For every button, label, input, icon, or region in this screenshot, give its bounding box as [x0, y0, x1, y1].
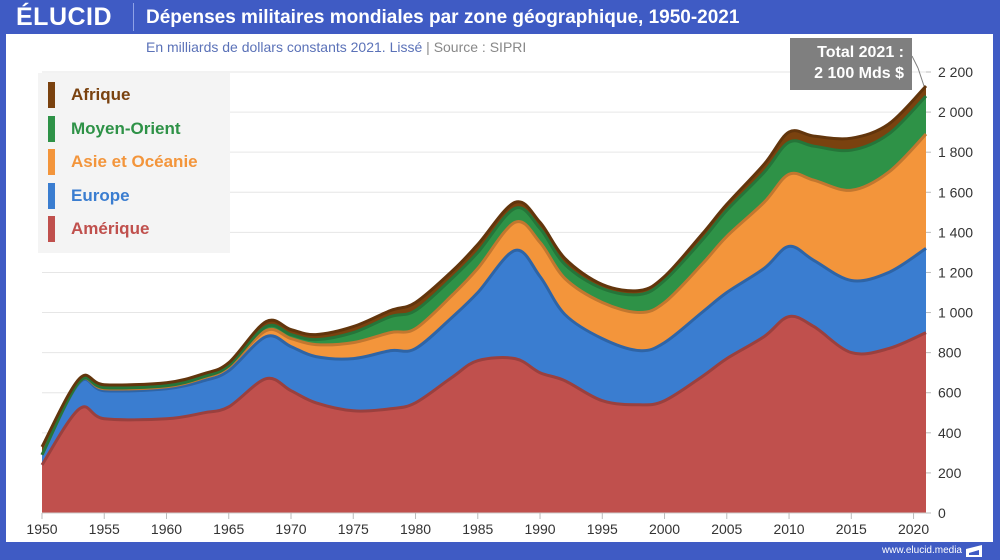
y-tick-label: 400: [938, 425, 962, 441]
x-tick-label: 2020: [898, 521, 929, 537]
y-tick-label: 200: [938, 465, 962, 481]
legend-label: Asie et Océanie: [71, 152, 198, 171]
x-tick-label: 1950: [26, 521, 57, 537]
y-tick-label: 0: [938, 505, 946, 521]
x-tick-label: 1955: [89, 521, 120, 537]
y-tick-label: 1 000: [938, 305, 973, 321]
series-line-afrique: [40, 84, 928, 448]
legend-label: Europe: [71, 185, 130, 205]
legend-swatch: [48, 149, 55, 175]
x-tick-label: 1960: [151, 521, 182, 537]
legend: Afrique Moyen-Orient Asie et Océanie Europe…: [38, 73, 230, 253]
y-tick-label: 1 800: [938, 144, 973, 160]
y-tick-label: 2 200: [938, 64, 973, 80]
legend-label: Amérique: [71, 219, 150, 238]
x-tick-label: 1990: [524, 521, 555, 537]
x-tick-label: 2000: [649, 521, 680, 537]
series-line-europe: [40, 244, 927, 456]
total-callout: Total 2021 : 2 100 Mds $: [790, 38, 912, 90]
x-tick-label: 1980: [400, 521, 431, 537]
y-tick-label: 1 200: [938, 264, 973, 280]
y-axis: 0 200 400 600 800 1 000 1 200 1 400 1 600 1 800 2 …: [926, 64, 973, 521]
series-line-moyen-orient: [40, 95, 928, 456]
brand-logo: ÉLUCID: [16, 3, 113, 31]
y-tick-label: 2 000: [938, 104, 973, 120]
x-tick-label: 2005: [711, 521, 742, 537]
series-line-am-rique: [40, 314, 927, 466]
callout-line1: Total 2021 :: [817, 44, 904, 61]
chart-title: Dépenses militaires mondiales par zone g…: [146, 7, 740, 28]
chart-subtitle: En milliards de dollars constants 2021. …: [146, 39, 526, 55]
x-tick-label: 2010: [773, 521, 804, 537]
source-separator: |: [426, 39, 430, 55]
footer-url[interactable]: www.elucid.media: [881, 545, 962, 556]
y-tick-label: 1 400: [938, 224, 973, 240]
x-tick-label: 1985: [462, 521, 493, 537]
callout-leader-line: [911, 55, 919, 69]
area-europe: [42, 246, 926, 465]
legend-label: Afrique: [71, 85, 131, 104]
area-series: [40, 84, 928, 513]
legend-label: Moyen-Orient: [71, 118, 181, 138]
callout-leader-line: [917, 67, 925, 87]
x-tick-label: 1995: [587, 521, 618, 537]
header-bar: ÉLUCID Dépenses militaires mondiales par…: [0, 0, 1000, 34]
legend-swatch: [48, 182, 55, 209]
x-tick-label: 2015: [836, 521, 867, 537]
x-tick-label: 1970: [275, 521, 306, 537]
callout-line2: 2 100 Mds $: [814, 65, 904, 82]
y-tick-label: 600: [938, 385, 962, 401]
legend-swatch: [48, 82, 55, 108]
subtitle-text: En milliards de dollars constants 2021. …: [146, 39, 423, 55]
source-text: Source : SIPRI: [433, 39, 527, 55]
legend-swatch: [48, 216, 55, 242]
x-axis: 1950 1955 1960 1965 1970 1975 1980 1985 1990 1995…: [26, 512, 929, 537]
legend-swatch: [48, 115, 55, 142]
x-tick-label: 1975: [338, 521, 369, 537]
y-tick-label: 1 600: [938, 184, 973, 200]
area-am-rique: [42, 316, 926, 513]
x-tick-label: 1965: [213, 521, 244, 537]
y-tick-label: 800: [938, 345, 962, 361]
elucid-flag-icon: [966, 545, 982, 557]
header-divider: [133, 3, 134, 31]
